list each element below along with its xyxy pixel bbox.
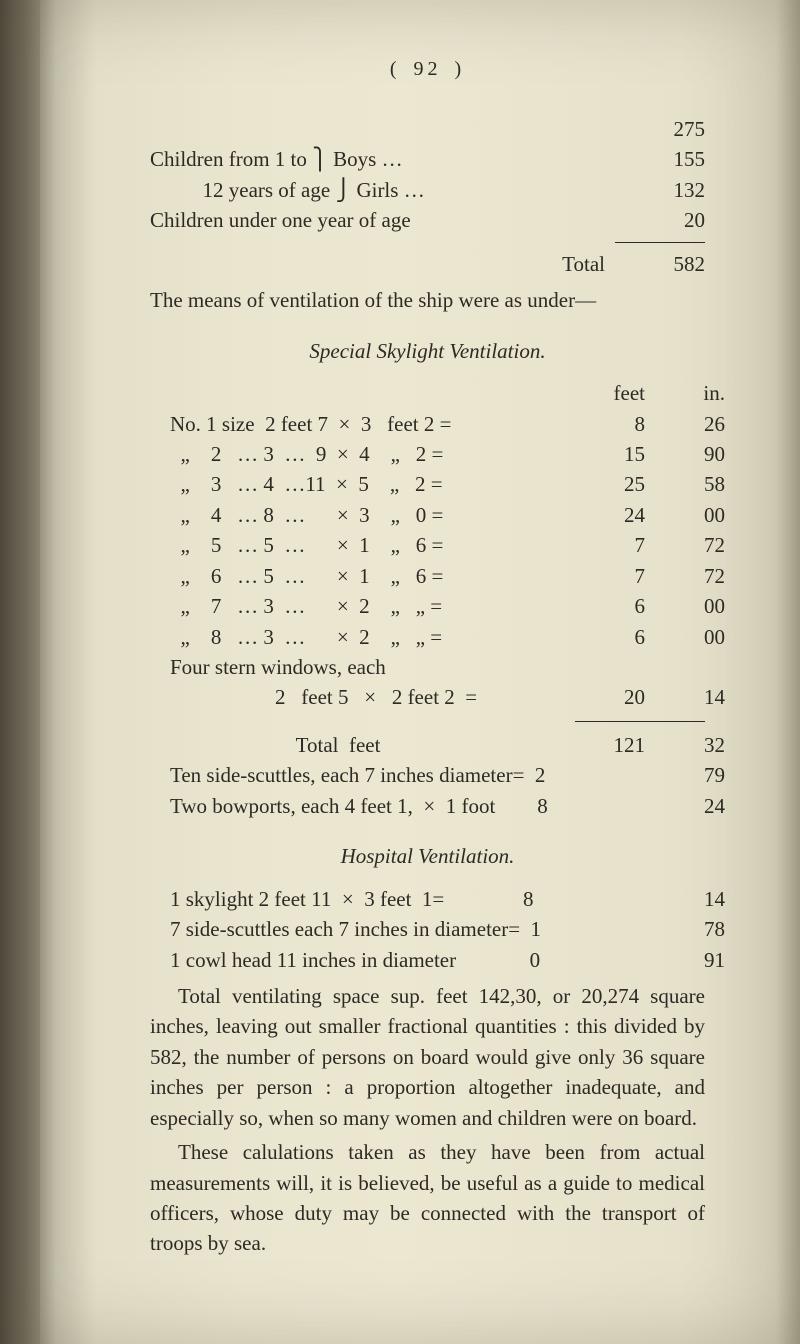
row4-f: 24	[565, 500, 645, 530]
four-stern-i: 14	[645, 682, 725, 712]
row5-l: „ 5 … 5 … × 1 „ 6 =	[170, 530, 565, 560]
two-bow-l: Two bowports, each 4 feet 1, × 1 foot 8	[170, 791, 565, 821]
row1-f: 8	[565, 409, 645, 439]
col-in: in.	[645, 378, 725, 408]
row7-l: „ 7 … 3 … × 2 „ „ =	[170, 591, 565, 621]
hosp2-i: 78	[645, 914, 725, 944]
line-children-boys: Children from 1 to ⎫ Boys …	[150, 144, 625, 174]
row2-l: „ 2 … 3 … 9 × 4 „ 2 =	[170, 439, 565, 469]
means-line: The means of ventilation of the ship wer…	[150, 285, 705, 315]
page-number: ( 92 )	[150, 55, 705, 84]
header-block: 275 Children from 1 to ⎫ Boys … 155 12 y…	[150, 114, 705, 236]
skylight-table: feet in. No. 1 size 2 feet 7 × 3 feet 2 …	[170, 378, 725, 713]
ten-side-l: Ten side-scuttles, each 7 inches diamete…	[170, 760, 565, 790]
total-582: 582	[625, 249, 705, 279]
row4-i: 00	[645, 500, 725, 530]
row8-i: 00	[645, 622, 725, 652]
hospital-heading: Hospital Ventilation.	[150, 841, 705, 871]
hosp3-l: 1 cowl head 11 inches in diameter 0	[170, 945, 645, 975]
row7-f: 6	[565, 591, 645, 621]
line-children-girls: 12 years of age ⎭ Girls …	[150, 175, 625, 205]
row8-f: 6	[565, 622, 645, 652]
row2-i: 90	[645, 439, 725, 469]
rule-2	[575, 721, 705, 722]
row3-f: 25	[565, 469, 645, 499]
hosp3-i: 91	[645, 945, 725, 975]
rule-1	[615, 242, 705, 243]
total-feet-f: 121	[565, 730, 645, 760]
row3-l: „ 3 … 4 …11 × 5 „ 2 =	[170, 469, 565, 499]
row6-i: 72	[645, 561, 725, 591]
total-label: Total	[150, 249, 625, 279]
num-132: 132	[625, 175, 705, 205]
num-155: 155	[625, 144, 705, 174]
row5-f: 7	[565, 530, 645, 560]
four-stern-f: 20	[565, 682, 645, 712]
hosp1-l: 1 skylight 2 feet 11 × 3 feet 1= 8	[170, 884, 645, 914]
row1-i: 26	[645, 409, 725, 439]
paragraph-1: Total ventilating space sup. feet 142,30…	[150, 981, 705, 1133]
two-bow-i: 24	[645, 791, 725, 821]
num-20: 20	[625, 205, 705, 235]
total-feet-i: 32	[645, 730, 725, 760]
ten-side-i: 79	[645, 760, 725, 790]
skylight-heading: Special Skylight Ventilation.	[150, 336, 705, 366]
row6-f: 7	[565, 561, 645, 591]
paragraph-2: These calulations taken as they have bee…	[150, 1137, 705, 1259]
four-stern-calc: 2 feet 5 × 2 feet 2 =	[170, 682, 565, 712]
col-feet: feet	[565, 378, 645, 408]
line-under-one: Children under one year of age	[150, 205, 625, 235]
total-row-1: Total 582	[150, 249, 705, 279]
page: ( 92 ) 275 Children from 1 to ⎫ Boys … 1…	[0, 0, 800, 1344]
header-total-275: 275	[625, 114, 705, 144]
row6-l: „ 6 … 5 … × 1 „ 6 =	[170, 561, 565, 591]
row4-l: „ 4 … 8 … × 3 „ 0 =	[170, 500, 565, 530]
row1-l: No. 1 size 2 feet 7 × 3 feet 2 =	[170, 409, 565, 439]
total-feet-l: Total feet	[170, 730, 565, 760]
row7-i: 00	[645, 591, 725, 621]
hosp1-i: 14	[645, 884, 725, 914]
hospital-table: 1 skylight 2 feet 11 × 3 feet 1= 814 7 s…	[170, 884, 725, 975]
row8-l: „ 8 … 3 … × 2 „ „ =	[170, 622, 565, 652]
book-spine-shadow	[0, 0, 40, 1344]
four-stern-line: Four stern windows, each	[170, 652, 725, 682]
row3-i: 58	[645, 469, 725, 499]
page-content: ( 92 ) 275 Children from 1 to ⎫ Boys … 1…	[150, 55, 705, 1259]
row5-i: 72	[645, 530, 725, 560]
row2-f: 15	[565, 439, 645, 469]
totals-table: Total feet12132 Ten side-scuttles, each …	[170, 730, 725, 821]
hosp2-l: 7 side-scuttles each 7 inches in diamete…	[170, 914, 645, 944]
